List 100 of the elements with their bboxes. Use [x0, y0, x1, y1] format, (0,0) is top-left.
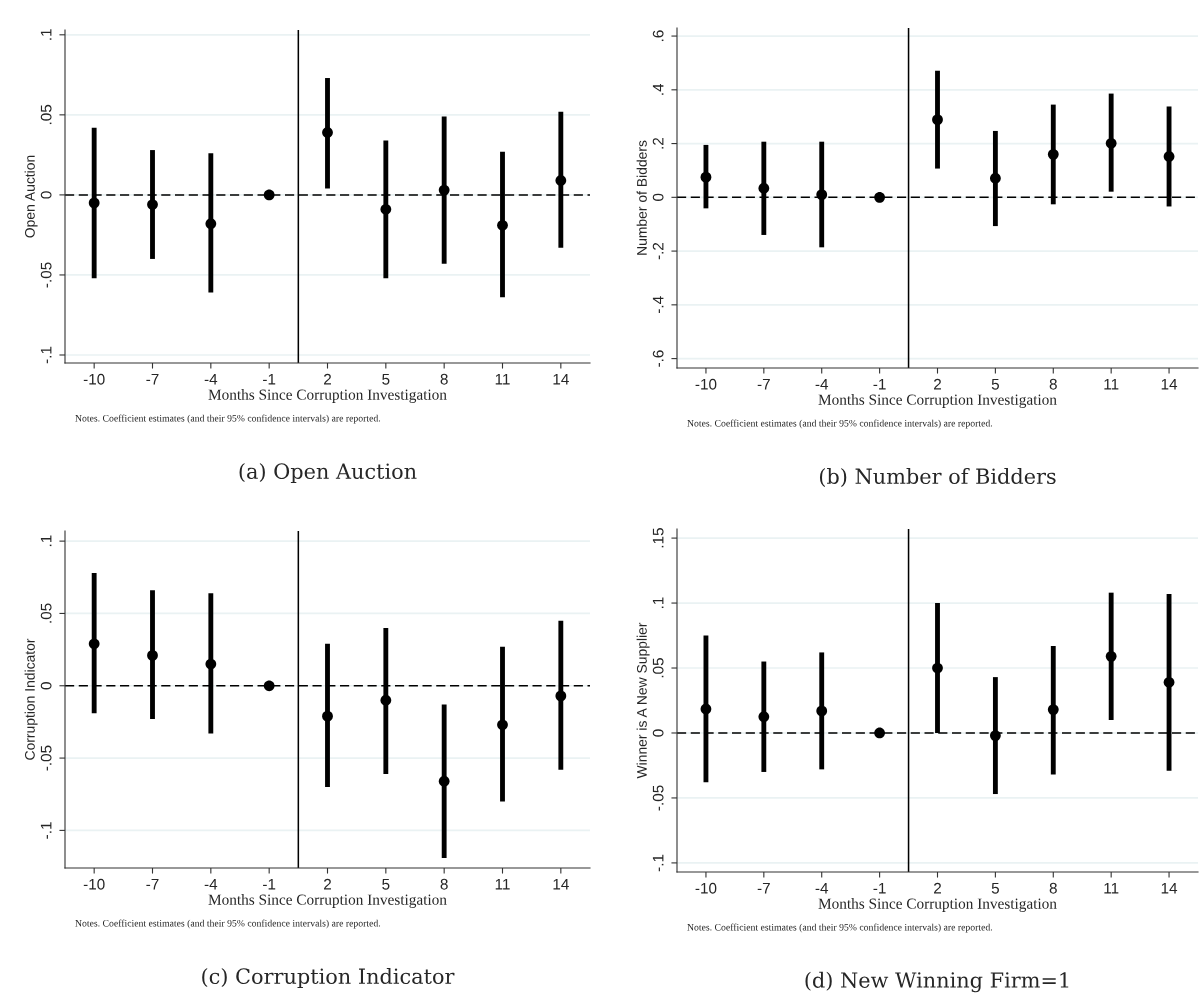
y-tick-label: .6	[652, 30, 664, 42]
y-tick-label: .05	[40, 603, 52, 623]
x-axis-title: Months Since Corruption Investigation	[818, 394, 1057, 408]
x-tick-label: -10	[83, 878, 105, 890]
y-tick-label: -.1	[40, 346, 52, 364]
y-tick-label: .05	[652, 658, 664, 678]
x-tick-label: -10	[695, 378, 717, 390]
point	[88, 638, 100, 650]
y-tick-label: -.05	[40, 262, 52, 288]
y-tick-label: -.1	[652, 854, 664, 872]
x-tick-label: 2	[934, 882, 941, 894]
y-tick-label: .05	[40, 104, 52, 125]
y-axis-title: Number of Bidders	[636, 140, 647, 255]
point	[990, 172, 1001, 184]
point	[263, 189, 275, 201]
x-tick-label: -4	[204, 878, 218, 890]
point	[874, 727, 885, 739]
y-tick-label: -.6	[652, 350, 664, 367]
x-tick-label: 14	[1161, 882, 1178, 894]
x-tick-label: 2	[934, 378, 941, 390]
x-tick-label: 8	[440, 373, 448, 385]
y-tick-label: -.4	[652, 296, 664, 314]
x-tick-label: 5	[382, 878, 390, 890]
point	[147, 199, 158, 210]
x-tick-label: 14	[1161, 378, 1178, 390]
x-tick-label: -1	[263, 878, 276, 890]
x-tick-label: 2	[324, 373, 331, 385]
point	[874, 191, 885, 203]
point	[438, 775, 450, 787]
x-tick-label: 8	[1049, 378, 1057, 390]
point	[555, 175, 567, 186]
x-tick-label: -10	[695, 882, 717, 894]
point	[263, 680, 275, 692]
y-tick-label: .15	[652, 528, 664, 548]
x-tick-label: 5	[382, 373, 390, 385]
x-tick-label: -1	[263, 373, 276, 385]
point	[1105, 650, 1117, 662]
point	[816, 189, 828, 201]
point	[1047, 704, 1059, 715]
y-tick-label: 0	[652, 729, 664, 737]
point	[497, 219, 508, 231]
point	[1163, 151, 1175, 162]
y-tick-label: 0	[652, 193, 664, 201]
x-tick-label: -7	[757, 378, 770, 390]
x-tick-label: -4	[815, 378, 829, 390]
x-tick-label: -7	[146, 878, 159, 890]
x-axis-title: Months Since Corruption Investigation	[818, 898, 1057, 912]
point	[990, 730, 1001, 741]
y-tick-label: .1	[652, 597, 664, 609]
point	[932, 662, 943, 674]
x-tick-label: 11	[495, 373, 510, 385]
point	[932, 114, 943, 126]
x-tick-label: 14	[553, 878, 569, 890]
y-tick-label: -.1	[40, 822, 52, 839]
y-tick-label: .1	[40, 29, 52, 40]
text: (b) Number of Bidders	[819, 467, 1056, 487]
point	[1047, 148, 1059, 160]
x-tick-label: 11	[495, 878, 510, 890]
y-tick-label: .4	[652, 83, 664, 95]
point	[700, 171, 712, 183]
x-tick-label: -7	[146, 373, 159, 385]
y-tick-label: 0	[40, 682, 52, 690]
x-tick-label: -4	[815, 882, 829, 894]
point	[380, 694, 392, 706]
x-tick-label: 5	[991, 378, 999, 390]
text: Notes. Coefficient estimates (and their 95% confidence intervals) are reported.	[687, 419, 993, 429]
point	[322, 127, 333, 138]
x-axis-title: Months Since Corruption Investigation	[208, 389, 447, 403]
point	[555, 690, 567, 702]
text: (a) Open Auction	[239, 462, 417, 484]
y-axis-title: Open Auction	[24, 155, 38, 238]
point	[147, 650, 158, 661]
x-tick-label: 11	[1104, 378, 1119, 390]
point	[758, 711, 770, 723]
point	[88, 197, 100, 209]
point	[1163, 676, 1175, 688]
x-tick-label: 8	[440, 878, 448, 890]
y-axis-title: Corruption Indicator	[24, 638, 38, 760]
y-tick-label: 0	[40, 191, 52, 199]
point	[758, 182, 770, 194]
point	[380, 203, 392, 215]
point	[322, 710, 333, 722]
x-tick-label: -4	[204, 373, 218, 385]
text: (c) Corruption Indicator	[202, 967, 455, 989]
y-tick-label: -.05	[40, 745, 52, 771]
x-tick-label: 14	[553, 373, 569, 385]
x-tick-label: 2	[324, 878, 331, 890]
y-tick-label: .1	[40, 535, 52, 547]
text: Notes. Coefficient estimates (and their 95% confidence intervals) are reported.	[75, 919, 381, 929]
x-tick-label: -10	[83, 373, 105, 385]
x-tick-label: -7	[757, 882, 770, 894]
x-axis-title: Months Since Corruption Investigation	[208, 894, 447, 908]
x-tick-label: 5	[991, 882, 999, 894]
text: Notes. Coefficient estimates (and their 95% confidence intervals) are reported.	[687, 923, 993, 933]
point	[700, 703, 712, 715]
point	[1105, 137, 1117, 149]
x-tick-label: -1	[873, 378, 886, 390]
text: Notes. Coefficient estimates (and their 95% confidence intervals) are reported.	[75, 414, 381, 424]
x-tick-label: -1	[873, 882, 886, 894]
point	[816, 705, 828, 717]
